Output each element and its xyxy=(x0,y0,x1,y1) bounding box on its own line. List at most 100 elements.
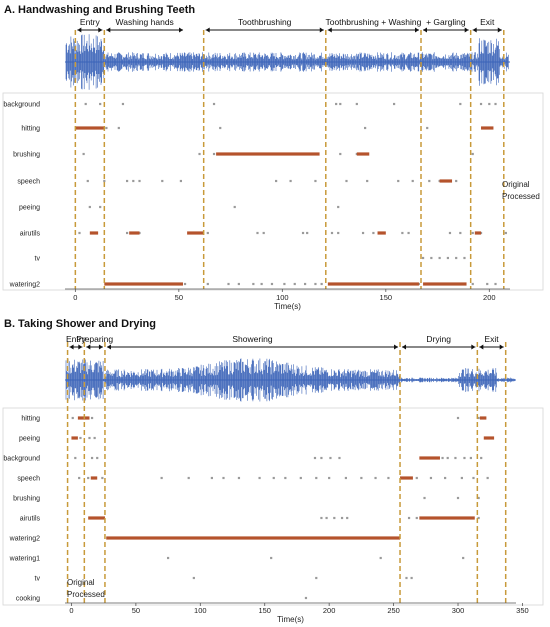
original-point-watering1 xyxy=(270,556,273,560)
original-point-tv xyxy=(192,576,195,580)
original-point-watering2 xyxy=(303,282,307,286)
original-point-background xyxy=(338,456,341,460)
panel-b-title: B. Taking Shower and Drying xyxy=(4,318,156,330)
original-point-speech xyxy=(86,179,89,183)
original-point-speech xyxy=(160,476,163,480)
original-point-peeing xyxy=(79,436,82,440)
original-point-background xyxy=(90,456,94,460)
segment-arrowhead-right xyxy=(78,344,83,350)
original-point-speech xyxy=(444,476,447,480)
original-point-airutils xyxy=(330,231,334,235)
segment-arrowhead-left xyxy=(327,27,332,33)
original-point-airutils xyxy=(301,231,305,235)
segment-arrowhead-right xyxy=(497,27,502,33)
x-axis-label: Time(s) xyxy=(277,615,304,624)
original-point-background xyxy=(469,456,472,460)
original-point-tv xyxy=(446,256,450,260)
original-point-hitting xyxy=(105,126,108,130)
original-point-background xyxy=(454,456,457,460)
original-point-speech xyxy=(374,476,377,480)
processed-segment-brushing xyxy=(356,152,370,156)
original-point-speech xyxy=(360,476,363,480)
original-point-watering2 xyxy=(260,282,263,286)
original-point-watering2 xyxy=(471,282,474,286)
original-point-watering2 xyxy=(293,282,296,286)
segment-arrowhead-left xyxy=(205,27,210,33)
original-point-tv xyxy=(455,256,458,260)
original-point-watering2 xyxy=(227,282,230,286)
original-point-speech xyxy=(387,476,390,480)
original-point-airutils xyxy=(206,231,209,235)
segment-arrowhead-right xyxy=(415,27,419,33)
original-point-cooking xyxy=(304,596,308,600)
segment-arrowhead-left xyxy=(479,344,484,350)
original-point-hitting xyxy=(90,416,94,420)
original-point-speech xyxy=(460,476,463,480)
segment-label: + Gargling xyxy=(426,17,466,27)
segment-arrowhead-right xyxy=(98,27,103,33)
original-point-peeing xyxy=(233,205,236,209)
original-point-airutils xyxy=(504,231,507,235)
processed-segment-hitting xyxy=(75,126,105,130)
original-point-peeing xyxy=(88,205,91,209)
original-point-watering2 xyxy=(486,282,489,286)
segment-label: Entry xyxy=(80,17,101,27)
original-point-watering2 xyxy=(320,282,323,286)
original-point-watering2 xyxy=(494,282,497,286)
original-point-watering2 xyxy=(252,282,255,286)
segment-label: Exit xyxy=(484,334,499,344)
original-point-watering1 xyxy=(462,556,465,560)
x-tick-label: 0 xyxy=(73,293,77,302)
original-point-speech xyxy=(210,476,213,480)
segment-label: Showering xyxy=(232,334,272,344)
original-point-speech xyxy=(486,476,489,480)
processed-segment-watering2 xyxy=(104,282,183,286)
x-tick-label: 100 xyxy=(276,293,289,302)
category-label-watering2: watering2 xyxy=(9,536,40,543)
original-point-airutils xyxy=(361,231,365,235)
original-point-speech xyxy=(222,476,225,480)
segment-arrowhead-left xyxy=(106,344,111,350)
segment-arrowhead-right xyxy=(471,344,476,350)
original-point-background xyxy=(313,456,317,460)
x-tick-label: 0 xyxy=(69,606,73,615)
processed-segment-brushing xyxy=(216,152,320,156)
segment-arrowhead-left xyxy=(69,344,74,350)
original-point-watering2 xyxy=(237,282,240,286)
detection-frame xyxy=(2,92,544,291)
original-point-watering2 xyxy=(270,282,274,286)
x-axis-label: Time(s) xyxy=(274,302,301,311)
original-point-tv xyxy=(315,576,318,580)
original-point-airutils xyxy=(372,231,375,235)
original-point-speech xyxy=(132,179,135,183)
x-tick-label: 150 xyxy=(258,606,271,615)
processed-segment-speech xyxy=(90,476,98,480)
original-point-background xyxy=(320,456,323,460)
original-point-hitting xyxy=(477,416,480,420)
category-label-speech: speech xyxy=(17,179,40,186)
category-label-background: background xyxy=(3,456,40,463)
original-point-brushing xyxy=(212,152,216,156)
original-point-background xyxy=(74,456,77,460)
original-point-speech xyxy=(328,476,331,480)
original-point-brushing xyxy=(471,152,474,156)
original-point-background xyxy=(121,102,125,106)
processed-segment-watering2 xyxy=(327,282,419,286)
original-point-watering2 xyxy=(314,282,317,286)
original-point-brushing xyxy=(423,496,426,500)
original-point-hitting xyxy=(219,126,222,130)
audio-waveform xyxy=(65,358,516,402)
original-point-background xyxy=(99,102,102,106)
original-point-speech xyxy=(397,179,400,183)
x-tick-label: 100 xyxy=(194,606,207,615)
original-point-speech xyxy=(428,179,431,183)
original-point-speech xyxy=(455,179,458,183)
original-point-speech xyxy=(258,476,261,480)
segment-arrowhead-right xyxy=(499,344,504,350)
category-label-watering2: watering2 xyxy=(9,282,40,289)
panel-a-title: A. Handwashing and Brushing Teeth xyxy=(4,4,195,16)
segment-arrowhead-left xyxy=(77,27,82,33)
processed-segment-background xyxy=(419,456,440,460)
original-point-background xyxy=(212,102,216,106)
